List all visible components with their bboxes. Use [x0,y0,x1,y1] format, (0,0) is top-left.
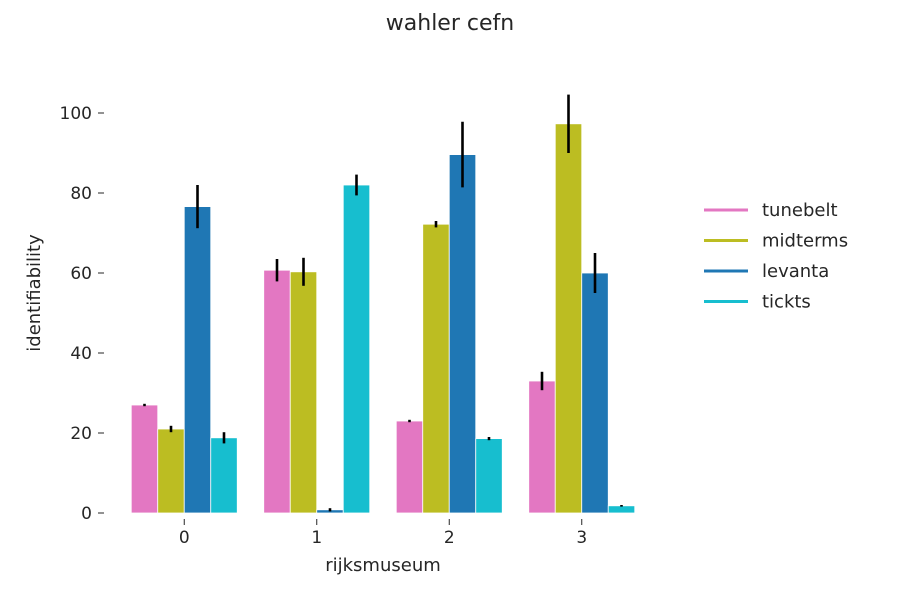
legend-label-levanta: levanta [762,261,829,282]
x-tick-label: 2 [444,528,455,548]
legend-label-tickts: tickts [762,292,811,313]
legend-label-tunebelt: tunebelt [762,200,838,221]
bar-midterms-2 [422,223,450,514]
x-tick-label: 1 [311,528,322,548]
y-tick-label: 80 [70,184,92,204]
bar-tunebelt-1 [263,269,291,514]
legend-label-midterms: midterms [762,231,848,252]
x-tick-label: 0 [179,528,190,548]
bar-levanta-3 [581,272,609,514]
bar-levanta-0 [183,206,212,514]
bar-tunebelt-3 [528,380,556,514]
y-tick-label: 20 [70,424,92,444]
bar-levanta-2 [448,154,477,514]
bar-tickts-2 [475,438,503,514]
bar-midterms-3 [554,123,583,514]
bar-tickts-1 [342,184,371,514]
bar-tickts-3 [607,505,636,514]
y-tick-label: 100 [60,104,92,124]
y-tick-label: 40 [70,344,92,364]
bar-midterms-1 [289,271,318,514]
y-axis: 0 20 40 60 80 100 [60,104,104,524]
y-tick-label: 60 [70,264,92,284]
legend: tunebelt midterms levanta tickts [704,200,848,313]
bar-tunebelt-0 [130,404,159,514]
plot-area [130,123,636,514]
bar-tunebelt-2 [395,420,424,514]
x-axis: 0 1 2 3 [179,519,587,548]
y-axis-label: identifiability [24,234,45,352]
x-tick-label: 3 [576,528,587,548]
bar-midterms-0 [157,428,185,514]
y-tick-label: 0 [81,504,92,524]
x-axis-label: rijksmuseum [325,555,441,576]
bar-tickts-0 [210,437,238,514]
chart-title: wahler cefn [386,11,514,36]
error-bars [143,94,623,512]
